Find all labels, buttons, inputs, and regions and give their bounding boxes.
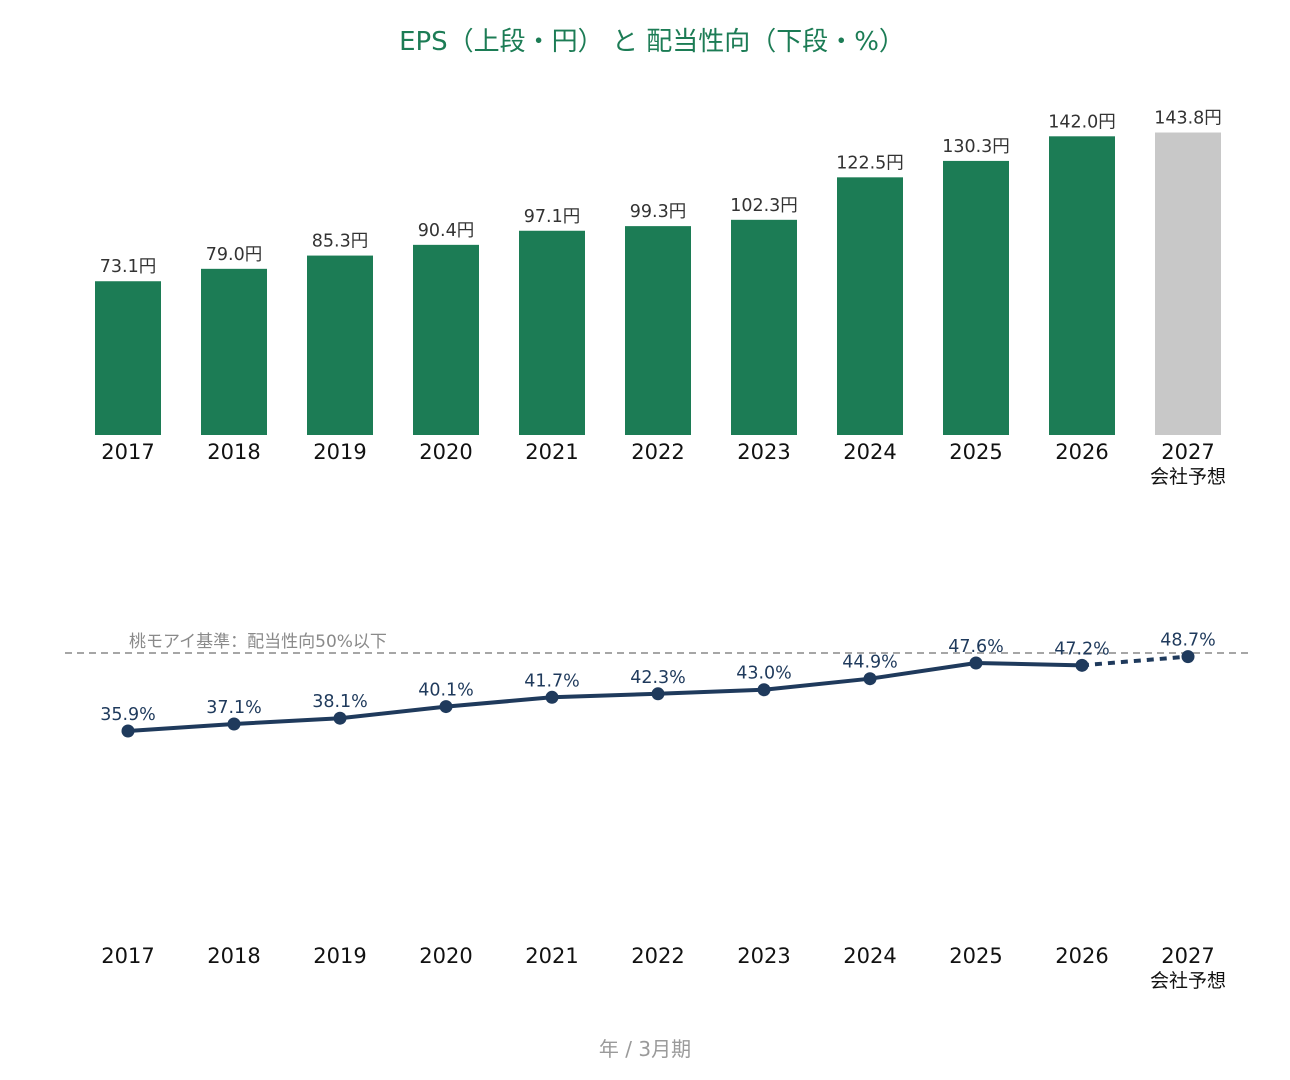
payout-x-tick-2017: 2017 [101, 944, 154, 968]
eps-bar-2021 [519, 230, 585, 435]
eps-x-sublabel-2027: 会社予想 [1150, 466, 1226, 488]
eps-value-label-2026: 142.0円 [1048, 112, 1116, 132]
payout-x-tick-2023: 2023 [737, 944, 790, 968]
payout-point-2020 [439, 700, 453, 714]
payout-value-label-2020: 40.1% [418, 681, 474, 701]
payout-point-2019 [333, 711, 347, 725]
eps-x-tick-2019: 2019 [313, 440, 366, 464]
payout-x-sublabel-2027: 会社予想 [1150, 970, 1226, 992]
payout-point-2022 [651, 687, 665, 701]
payout-value-label-2026: 47.2% [1054, 639, 1110, 659]
eps-x-tick-2022: 2022 [631, 440, 684, 464]
eps-value-label-2023: 102.3円 [730, 196, 798, 216]
eps-bar-2023 [731, 219, 797, 435]
payout-x-tick-2020: 2020 [419, 944, 472, 968]
payout-value-label-2024: 44.9% [842, 653, 898, 673]
eps-x-tick-2017: 2017 [101, 440, 154, 464]
payout-value-label-2025: 47.6% [948, 637, 1004, 657]
eps-value-label-2025: 130.3円 [942, 137, 1010, 157]
payout-point-2026 [1075, 658, 1089, 672]
payout-point-2025 [969, 656, 983, 670]
eps-bar-2018 [201, 268, 267, 435]
eps-x-tick-2027: 2027 [1161, 440, 1214, 464]
payout-value-label-2023: 43.0% [736, 664, 792, 684]
payout-x-tick-2018: 2018 [207, 944, 260, 968]
payout-line-panel: 桃モアイ基準：配当性向50%以下 35.9% 2017 37.1% 2018 38.1% 2… [65, 631, 1250, 992]
eps-value-label-2021: 97.1円 [524, 207, 580, 227]
eps-x-tick-2021: 2021 [525, 440, 578, 464]
eps-value-label-2022: 99.3円 [630, 202, 686, 222]
eps-bar-2027 [1155, 132, 1221, 435]
payout-value-label-2017: 35.9% [100, 705, 156, 725]
payout-x-tick-2021: 2021 [525, 944, 578, 968]
eps-x-tick-2023: 2023 [737, 440, 790, 464]
payout-value-label-2027: 48.7% [1160, 631, 1216, 651]
eps-x-tick-2025: 2025 [949, 440, 1002, 464]
eps-value-label-2018: 79.0円 [206, 245, 262, 265]
eps-x-tick-2018: 2018 [207, 440, 260, 464]
payout-point-2021 [545, 690, 559, 704]
payout-x-tick-2026: 2026 [1055, 944, 1108, 968]
eps-bar-2024 [837, 177, 903, 436]
eps-bar-2022 [625, 226, 691, 435]
payout-x-tick-2025: 2025 [949, 944, 1002, 968]
eps-bar-2020 [413, 244, 479, 435]
eps-x-tick-2020: 2020 [419, 440, 472, 464]
payout-x-tick-2022: 2022 [631, 944, 684, 968]
eps-value-label-2020: 90.4円 [418, 221, 474, 241]
payout-value-label-2018: 37.1% [206, 698, 262, 718]
eps-value-label-2019: 85.3円 [312, 232, 368, 252]
chart-title: EPS（上段・円） と 配当性向（下段・%） [399, 27, 905, 57]
payout-x-tick-2019: 2019 [313, 944, 366, 968]
payout-point-2018 [227, 717, 241, 731]
eps-x-tick-2026: 2026 [1055, 440, 1108, 464]
payout-x-tick-2027: 2027 [1161, 944, 1214, 968]
payout-point-2027 [1181, 650, 1195, 664]
eps-bar-2019 [307, 255, 373, 435]
payout-line-actual [127, 661, 1083, 733]
payout-value-label-2022: 42.3% [630, 668, 686, 688]
eps-value-label-2017: 73.1円 [100, 257, 156, 277]
payout-value-label-2021: 41.7% [524, 671, 580, 691]
reference-line-label: 桃モアイ基準：配当性向50%以下 [129, 632, 387, 652]
payout-point-2017 [121, 724, 135, 738]
x-axis-footer-label: 年 / 3月期 [599, 1037, 691, 1061]
eps-x-tick-2024: 2024 [843, 440, 896, 464]
payout-value-label-2019: 38.1% [312, 692, 368, 712]
payout-line-forecast [1081, 654, 1189, 668]
payout-point-2023 [757, 683, 771, 697]
payout-x-tick-2024: 2024 [843, 944, 896, 968]
eps-bar-2025 [943, 160, 1009, 435]
eps-bar-2026 [1049, 136, 1115, 435]
eps-value-label-2027: 143.8円 [1154, 109, 1222, 129]
eps-bar-panel: 73.1円 2017 79.0円 2018 85.3円 2019 90.4円 2020 97.1… [95, 109, 1226, 488]
eps-value-label-2024: 122.5円 [836, 153, 904, 173]
eps-bar-2017 [95, 281, 161, 435]
payout-point-2024 [863, 672, 877, 686]
